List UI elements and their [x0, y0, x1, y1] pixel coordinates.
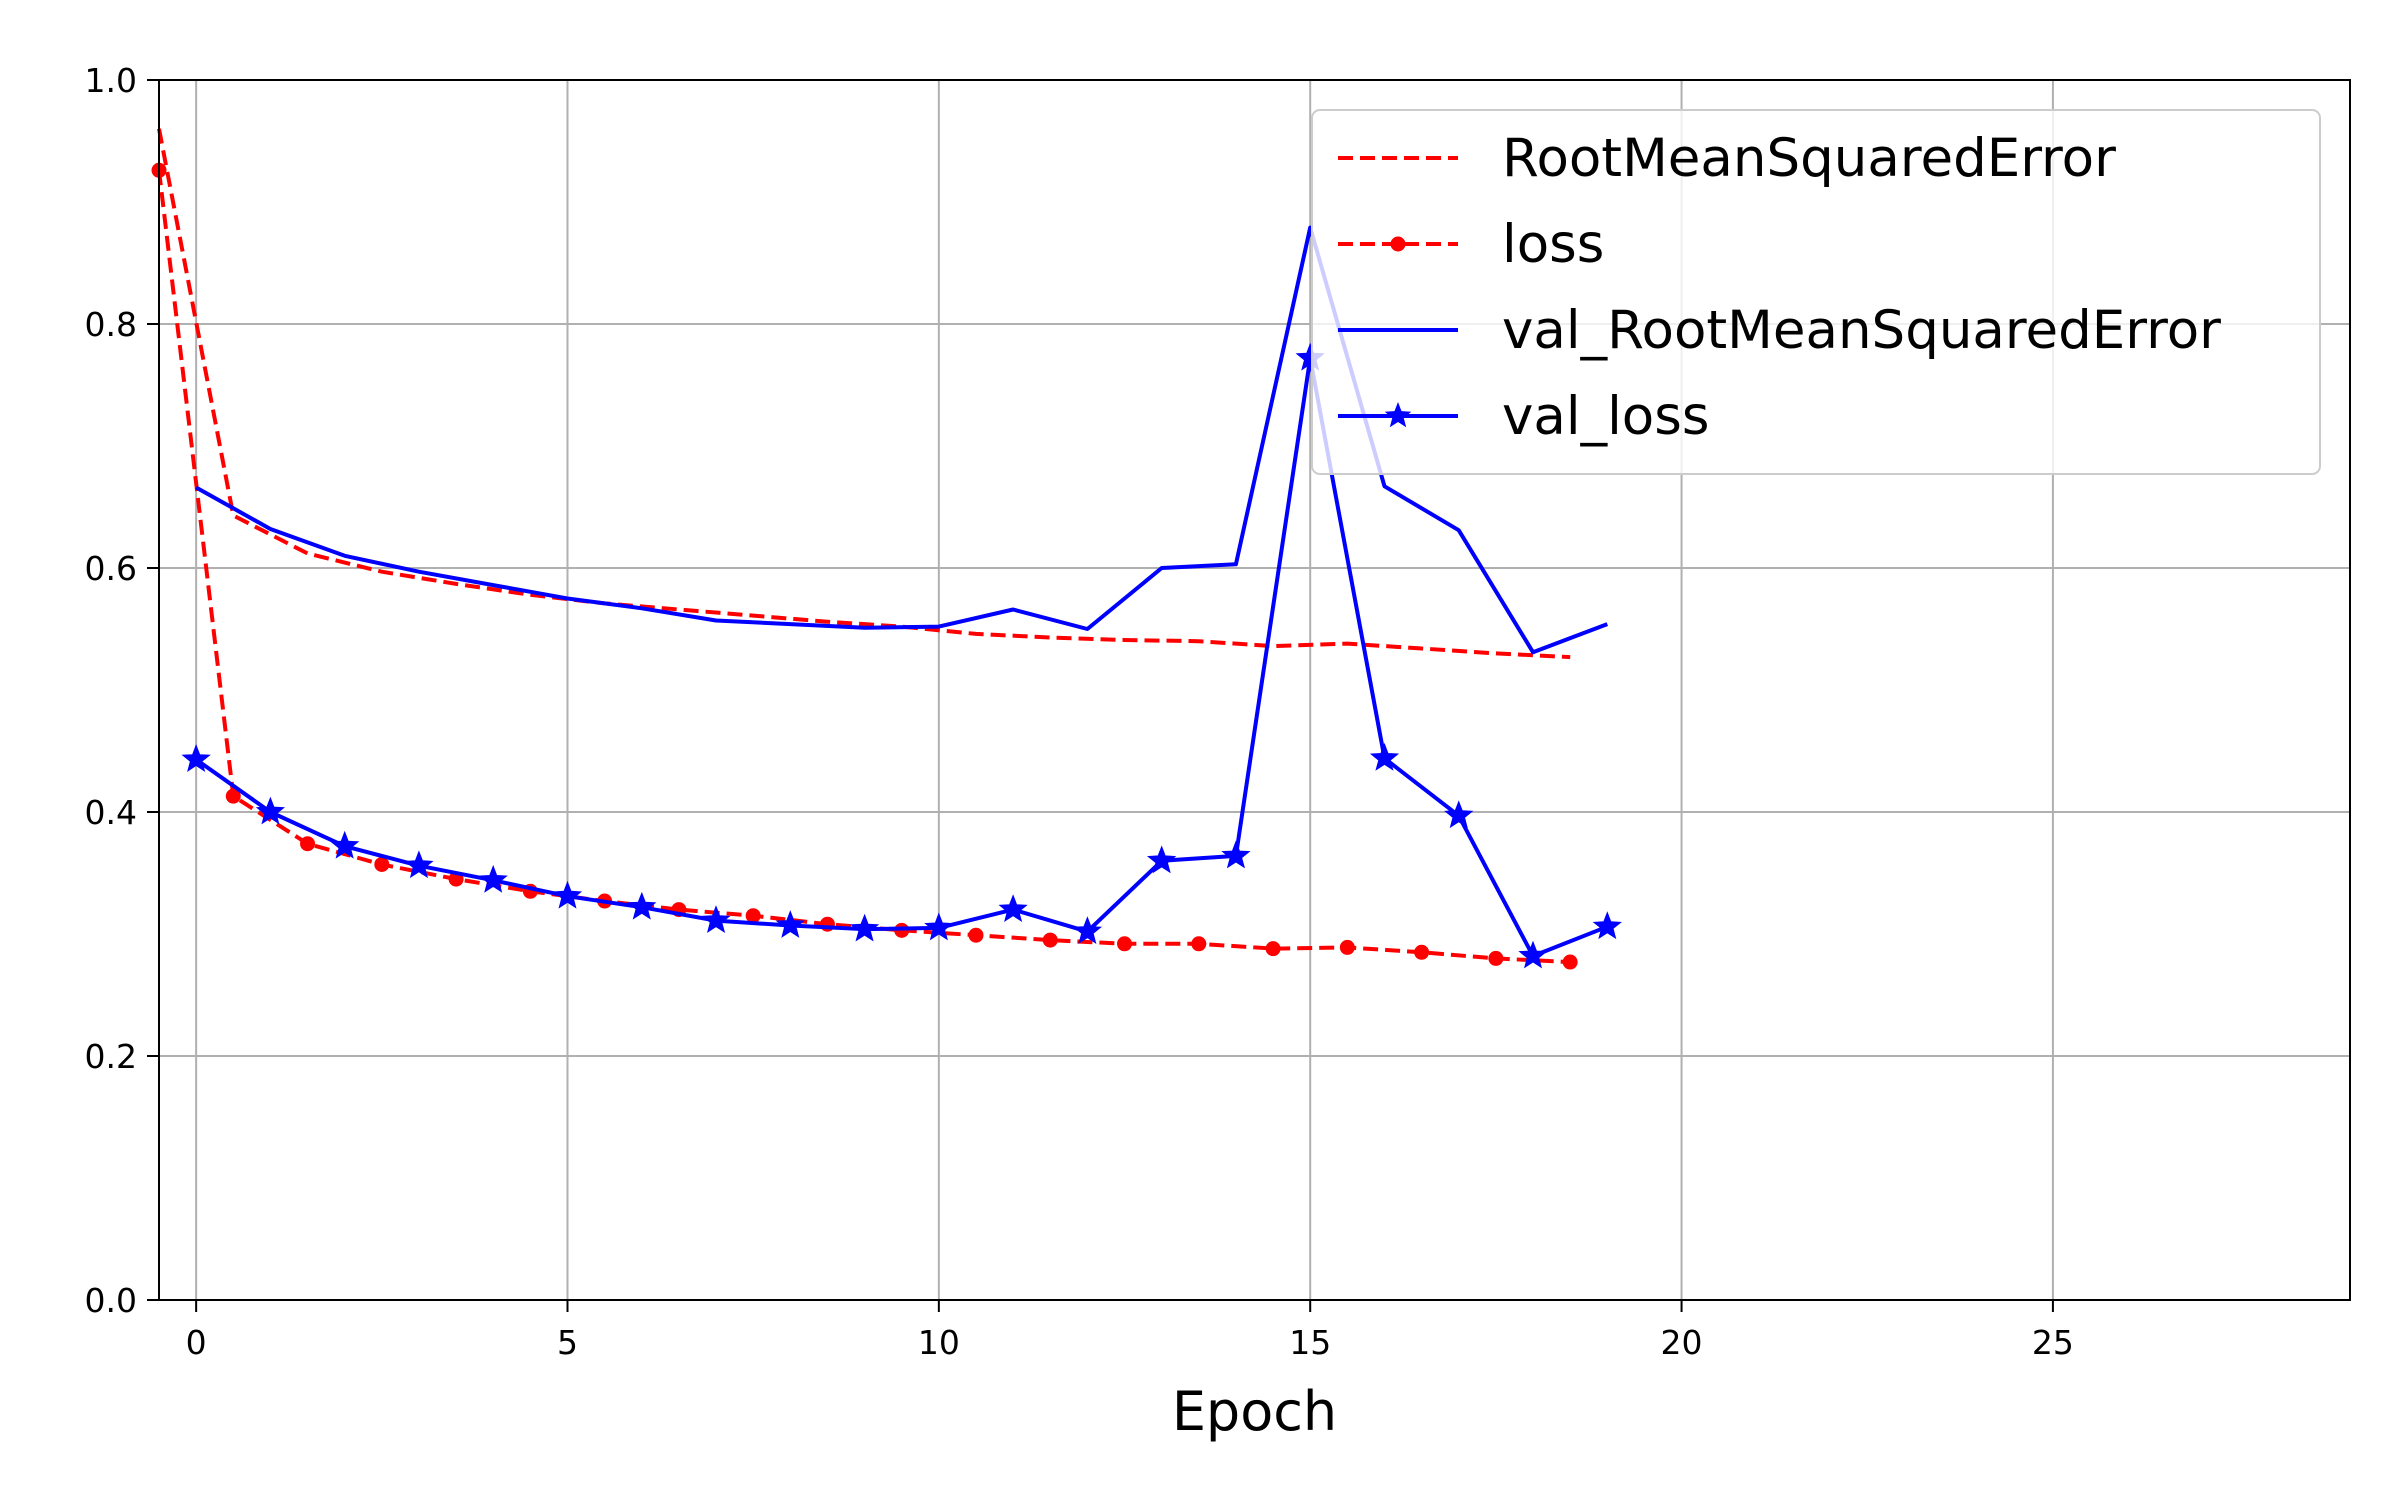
data-point	[701, 905, 731, 934]
data-point	[300, 836, 316, 852]
x-tick-label: 10	[918, 1323, 960, 1362]
y-tick-label: 0.6	[85, 549, 137, 588]
y-tick-label: 0.2	[85, 1037, 137, 1076]
data-point	[998, 894, 1028, 923]
series-val-loss	[181, 342, 1622, 969]
data-point	[1518, 940, 1548, 969]
data-point	[404, 850, 434, 879]
data-point	[1339, 939, 1355, 955]
series-layer	[151, 128, 1622, 970]
data-point	[775, 910, 805, 938]
data-point	[374, 856, 390, 872]
y-tick-label: 0.8	[85, 305, 137, 344]
data-point	[924, 912, 954, 941]
y-tick-label: 0.0	[85, 1281, 137, 1320]
data-point	[1369, 742, 1400, 771]
data-point	[1265, 941, 1281, 957]
x-tick-label: 15	[1289, 1323, 1331, 1362]
data-point	[1072, 916, 1103, 945]
data-point	[1146, 845, 1177, 874]
legend-label-val-loss: val_loss	[1502, 386, 1709, 447]
y-tick-label: 1.0	[85, 61, 137, 100]
data-point	[1191, 936, 1207, 952]
data-point	[1221, 840, 1251, 869]
data-point	[1562, 954, 1578, 970]
x-tick-label: 0	[186, 1323, 207, 1362]
data-point	[1414, 944, 1430, 960]
data-point	[255, 796, 286, 825]
data-point	[968, 927, 984, 943]
data-point	[1444, 800, 1474, 829]
x-tick-label: 25	[2032, 1323, 2074, 1362]
x-tick-label: 5	[557, 1323, 578, 1362]
x-axis-label: Epoch	[1172, 1380, 1337, 1443]
axis-ticks: 0 5 10 15 20 25 0.0 0.2 0.4 0.6 0.8 1.0	[85, 61, 2074, 1362]
data-point	[552, 880, 583, 909]
legend-marker	[1390, 236, 1406, 252]
data-point	[1042, 932, 1058, 948]
data-point	[1117, 936, 1133, 952]
data-point	[1488, 950, 1504, 966]
y-tick-label: 0.4	[85, 793, 137, 832]
legend-label-loss: loss	[1502, 214, 1604, 275]
data-point	[225, 788, 241, 804]
data-point	[330, 830, 360, 859]
legend-marker	[1384, 402, 1412, 428]
data-point	[1592, 911, 1622, 940]
plot-area-frame	[158, 79, 2351, 1301]
data-point	[181, 744, 211, 773]
series-rootmeansquarederror	[157, 128, 1571, 660]
legend-box	[1311, 109, 2321, 475]
data-point	[627, 891, 657, 920]
data-point	[745, 908, 761, 924]
data-point	[478, 864, 508, 893]
x-tick-label: 20	[1661, 1323, 1703, 1362]
legend: RootMeanSquaredError loss val_RootMeanSqua…	[1311, 109, 2321, 475]
data-point	[849, 913, 880, 942]
series-line	[194, 356, 1609, 958]
legend-label-rootmeansquarederror: RootMeanSquaredError	[1502, 128, 2116, 189]
legend-label-val-rootmeansquarederror: val_RootMeanSquaredError	[1502, 300, 2221, 361]
series-line	[157, 128, 1571, 660]
